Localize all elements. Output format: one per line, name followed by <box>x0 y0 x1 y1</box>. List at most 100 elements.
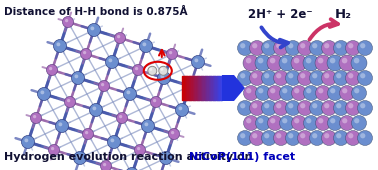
Text: H₂: H₂ <box>335 8 352 21</box>
Circle shape <box>300 73 305 78</box>
Circle shape <box>105 55 118 69</box>
Circle shape <box>358 100 372 115</box>
Circle shape <box>240 103 245 108</box>
Circle shape <box>249 100 265 115</box>
Circle shape <box>348 73 353 78</box>
Circle shape <box>330 118 335 123</box>
Circle shape <box>125 167 138 170</box>
Circle shape <box>67 99 70 102</box>
Circle shape <box>258 118 263 123</box>
Circle shape <box>110 138 114 142</box>
Circle shape <box>300 133 305 138</box>
Circle shape <box>184 81 195 91</box>
Circle shape <box>56 42 60 46</box>
Circle shape <box>240 43 245 48</box>
Circle shape <box>267 55 283 71</box>
Circle shape <box>279 55 295 71</box>
Circle shape <box>303 55 319 71</box>
Circle shape <box>342 88 347 93</box>
Circle shape <box>294 58 299 63</box>
Circle shape <box>139 39 152 53</box>
Circle shape <box>252 103 257 108</box>
Circle shape <box>256 86 271 100</box>
Circle shape <box>322 71 336 86</box>
Circle shape <box>258 58 263 63</box>
Circle shape <box>336 43 341 48</box>
Circle shape <box>25 138 28 142</box>
Circle shape <box>360 73 366 78</box>
Circle shape <box>153 99 156 102</box>
Circle shape <box>304 86 319 100</box>
Circle shape <box>87 23 101 37</box>
Circle shape <box>324 133 329 138</box>
Circle shape <box>262 131 276 146</box>
Circle shape <box>83 51 86 54</box>
Circle shape <box>352 86 367 100</box>
Circle shape <box>339 115 355 131</box>
Circle shape <box>282 88 287 93</box>
Circle shape <box>135 67 138 70</box>
Circle shape <box>116 113 127 123</box>
Circle shape <box>324 43 329 48</box>
Circle shape <box>306 88 311 93</box>
Circle shape <box>76 154 80 158</box>
Circle shape <box>291 115 307 131</box>
Circle shape <box>333 71 349 86</box>
Circle shape <box>171 131 174 134</box>
Circle shape <box>345 71 361 86</box>
Circle shape <box>339 86 355 100</box>
Circle shape <box>49 67 52 70</box>
Circle shape <box>297 71 313 86</box>
Circle shape <box>249 131 265 146</box>
Circle shape <box>354 118 359 123</box>
FancyArrow shape <box>222 75 245 101</box>
Circle shape <box>348 103 353 108</box>
Circle shape <box>327 86 342 100</box>
Circle shape <box>294 118 299 123</box>
Text: Distance of H-H bond is 0.875Å: Distance of H-H bond is 0.875Å <box>4 7 187 17</box>
Circle shape <box>274 100 288 115</box>
Circle shape <box>264 73 270 78</box>
Circle shape <box>342 58 347 63</box>
Circle shape <box>354 58 359 63</box>
Circle shape <box>101 160 112 170</box>
Circle shape <box>237 131 253 146</box>
Circle shape <box>187 83 190 86</box>
Circle shape <box>270 118 276 123</box>
Circle shape <box>141 120 155 132</box>
Circle shape <box>288 73 293 78</box>
Circle shape <box>59 122 62 126</box>
Circle shape <box>318 118 323 123</box>
Circle shape <box>258 88 263 93</box>
Circle shape <box>160 74 164 78</box>
Circle shape <box>99 81 110 91</box>
Circle shape <box>306 118 311 123</box>
Circle shape <box>285 71 301 86</box>
Circle shape <box>256 115 271 131</box>
Circle shape <box>148 66 157 75</box>
Circle shape <box>22 135 34 149</box>
Circle shape <box>65 97 76 107</box>
Circle shape <box>33 115 36 118</box>
Circle shape <box>240 73 245 78</box>
Circle shape <box>318 88 323 93</box>
Circle shape <box>358 131 372 146</box>
Circle shape <box>312 43 318 48</box>
Circle shape <box>358 71 372 86</box>
Circle shape <box>85 131 88 134</box>
Circle shape <box>246 88 251 93</box>
Circle shape <box>304 115 319 131</box>
Circle shape <box>360 43 366 48</box>
Circle shape <box>192 55 204 69</box>
Circle shape <box>133 64 144 75</box>
Circle shape <box>336 73 341 78</box>
Circle shape <box>315 55 331 71</box>
Circle shape <box>169 51 172 54</box>
Circle shape <box>310 40 324 55</box>
Circle shape <box>354 88 359 93</box>
Circle shape <box>330 88 335 93</box>
Circle shape <box>137 147 140 150</box>
Circle shape <box>345 100 361 115</box>
Circle shape <box>243 55 259 71</box>
Circle shape <box>264 43 270 48</box>
